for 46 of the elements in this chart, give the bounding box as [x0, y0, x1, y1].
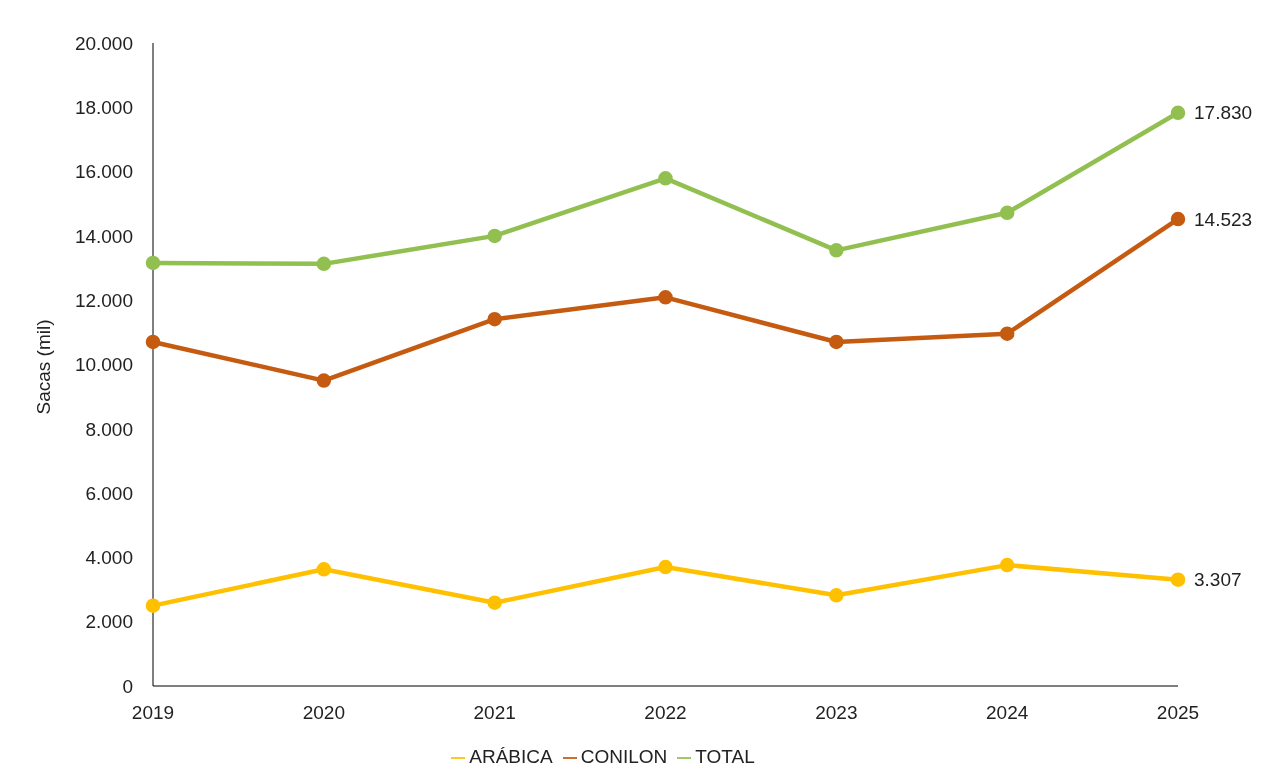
y-tick-label: 6.000	[85, 482, 133, 504]
point	[829, 588, 844, 603]
x-tick-label: 2021	[473, 702, 516, 724]
point	[658, 290, 673, 305]
x-tick-label: 2019	[131, 702, 175, 724]
point	[1170, 105, 1186, 121]
point	[999, 326, 1015, 341]
legend-label: ARÁBICA	[469, 746, 553, 767]
point	[487, 311, 502, 327]
y-tick-label: 4.000	[85, 547, 133, 569]
point	[829, 243, 844, 258]
y-axis-title: Sacas (mil)	[32, 319, 54, 415]
point	[145, 334, 161, 350]
point	[145, 598, 161, 613]
y-tick-label: 12.000	[74, 289, 133, 311]
point	[487, 595, 502, 610]
point	[1170, 572, 1186, 587]
x-tick-label: 2025	[1156, 702, 1200, 724]
data-label: 17.830	[1194, 102, 1253, 124]
x-tick-label: 2020	[302, 702, 345, 724]
point	[1170, 211, 1186, 227]
x-tick-label: 2023	[815, 702, 858, 724]
point	[658, 559, 673, 575]
data-label: 3.307	[1194, 569, 1242, 591]
data-label: 14.523	[1194, 208, 1253, 230]
point	[658, 171, 673, 186]
point	[316, 562, 332, 577]
y-tick-label: 10.000	[74, 354, 133, 376]
y-tick-label: 18.000	[74, 97, 133, 119]
point	[829, 334, 844, 350]
point	[145, 255, 161, 271]
y-tick-label: 0	[122, 675, 133, 697]
point	[316, 373, 332, 388]
y-tick-label: 8.000	[85, 418, 133, 440]
x-tick-label: 2024	[986, 702, 1029, 724]
point	[999, 557, 1015, 573]
legend-label: TOTAL	[695, 746, 755, 767]
y-tick-label: 14.000	[74, 225, 133, 247]
y-tick-label: 16.000	[74, 161, 133, 183]
x-tick-label: 2022	[644, 702, 687, 724]
y-tick-label: 20.000	[74, 32, 133, 54]
point	[487, 228, 502, 244]
legend-label: CONILON	[580, 746, 668, 767]
y-tick-label: 2.000	[85, 611, 133, 633]
point	[316, 256, 332, 272]
point	[999, 205, 1015, 220]
